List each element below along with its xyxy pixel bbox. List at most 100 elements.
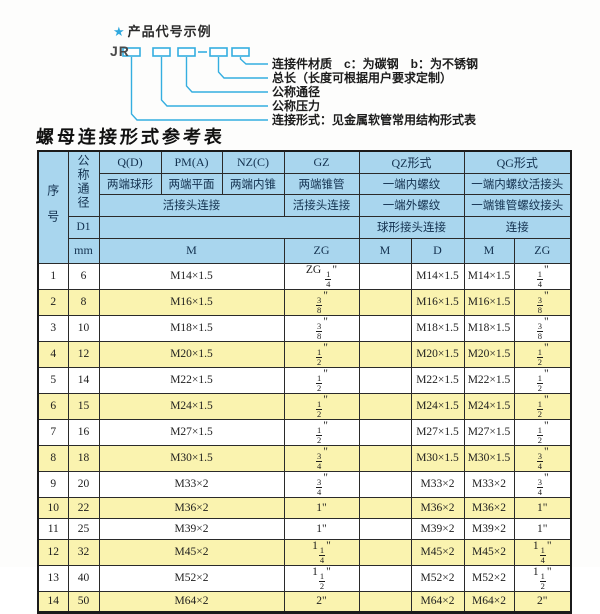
cell-m: M45×2: [98, 538, 285, 566]
header-union-gz: 活接头连接: [283, 193, 360, 217]
header-code-gz: GZ: [283, 150, 360, 174]
cell-qg-zg: 1 2 ": [513, 366, 572, 394]
cell-zg: ZG 1 4 ": [283, 262, 360, 290]
cell-qg-zg: 3 8 ": [513, 314, 572, 342]
cell-dn: 6: [67, 262, 100, 290]
cell-qz-m: [358, 517, 412, 540]
table-row: 6 15 M24×1.5 1 2 " M24×1.5 M24×1.5 1 2 ": [37, 392, 572, 420]
header-seq: 序号: [37, 150, 69, 264]
cell-zg: 1 2 ": [283, 392, 360, 420]
table-row: 7 16 M27×1.5 1 2 " M27×1.5 M27×1.5 1 2 ": [37, 418, 572, 446]
cell-qz-d: M14×1.5: [410, 262, 465, 290]
cell-seq: 5: [37, 366, 69, 394]
diagram-title-text: 产品代号示例: [127, 24, 212, 39]
cell-qg-m: M36×2: [463, 496, 515, 519]
cell-qg-m: M30×1.5: [463, 444, 515, 472]
cell-seq: 4: [37, 340, 69, 368]
cell-zg: 3 4 ": [283, 444, 360, 472]
table-row: 5 14 M22×1.5 1 2 " M22×1.5 M22×1.5 1 2 ": [37, 366, 572, 394]
label-material: 连接件材质 c：为碳钢 b：为不锈钢: [272, 57, 479, 71]
cell-zg: 3 8 ": [283, 288, 360, 316]
cell-seq: 12: [37, 538, 69, 566]
nut-connection-table: 序号 公称通径 Q(D) PM(A) NZ(C) GZ QZ形式 QG形式 两端…: [37, 150, 572, 614]
cell-qz-m: [358, 590, 412, 613]
cell-m: M39×2: [98, 517, 285, 540]
cell-qz-m: [358, 444, 412, 472]
code-box-2: [152, 47, 171, 57]
table-body: 1 6 M14×1.5 ZG 1 4 " M14×1.5 M14×1.5 1 4 " 2 8 M16×1.…: [37, 262, 572, 613]
cell-dn: 14: [67, 366, 100, 394]
cell-qg-zg: 1 2 ": [513, 340, 572, 368]
cell-qz-d: M16×1.5: [410, 288, 465, 316]
header-ext-thread-qz: 一端外螺纹: [358, 193, 465, 217]
table-row: 3 10 M18×1.5 3 8 " M18×1.5 M18×1.5 3 8 ": [37, 314, 572, 342]
cell-qz-d: M64×2: [410, 590, 465, 613]
cell-m: M24×1.5: [98, 392, 285, 420]
cell-dn: 22: [67, 496, 100, 519]
cell-seq: 3: [37, 314, 69, 342]
cell-qg-m: M52×2: [463, 564, 515, 592]
cell-qg-zg: 1 4 ": [513, 262, 572, 290]
cell-qg-m: M39×2: [463, 517, 515, 540]
cell-qz-d: M24×1.5: [410, 392, 465, 420]
cell-qz-m: [358, 314, 412, 342]
table-row: 13 40 M52×2 1 1 2 " M52×2 M52×2 1 1 2 ": [37, 564, 572, 592]
header-code-qg: QG形式: [463, 150, 572, 174]
cell-zg: 1": [283, 517, 360, 540]
cell-seq: 13: [37, 564, 69, 592]
cell-zg: 1 2 ": [283, 418, 360, 446]
header-unit-m: M: [98, 237, 285, 264]
cell-qg-m: M16×1.5: [463, 288, 515, 316]
cell-qz-m: [358, 366, 412, 394]
cell-qg-zg: 1 1 4 ": [513, 538, 572, 566]
cell-seq: 14: [37, 590, 69, 613]
table-row: 11 25 M39×2 1" M39×2 M39×2 1": [37, 517, 572, 540]
header-desc-nzc: 两端内锥: [221, 172, 285, 195]
header-ball-joint-qz: 球形接头连接: [358, 215, 465, 239]
cell-dn: 32: [67, 538, 100, 566]
cell-qg-zg: 2": [513, 590, 572, 613]
header-desc-qz: 一端内螺纹: [358, 172, 465, 195]
cell-zg: 1 2 ": [283, 340, 360, 368]
cell-qg-m: M64×2: [463, 590, 515, 613]
callout-line-length: [217, 57, 268, 79]
diagram-title: ★ 产品代号示例: [113, 21, 212, 40]
cell-qz-d: M30×1.5: [410, 444, 465, 472]
cell-m: M22×1.5: [98, 366, 285, 394]
cell-qz-m: [358, 392, 412, 420]
cell-qg-zg: 3 4 ": [513, 470, 572, 498]
cell-dn: 18: [67, 444, 100, 472]
header-dn: 公称通径: [67, 150, 100, 217]
callout-line-pn: [160, 57, 268, 107]
table-row: 8 18 M30×1.5 3 4 " M30×1.5 M30×1.5 3 4 ": [37, 444, 572, 472]
cell-qz-m: [358, 262, 412, 290]
cell-qg-zg: 1 1 2 ": [513, 564, 572, 592]
cell-zg: 1": [283, 496, 360, 519]
cell-seq: 10: [37, 496, 69, 519]
cell-qg-m: M27×1.5: [463, 418, 515, 446]
cell-m: M27×1.5: [98, 418, 285, 446]
header-desc-qg: 一端内螺纹活接头: [463, 172, 572, 195]
cell-qg-zg: 1": [513, 517, 572, 540]
cell-m: M36×2: [98, 496, 285, 519]
cell-seq: 9: [37, 470, 69, 498]
cell-qg-m: M33×2: [463, 470, 515, 498]
header-code-qd: Q(D): [98, 150, 162, 174]
header-taper-thread-qg: 一端锥管螺纹接头: [463, 193, 572, 217]
cell-seq: 1: [37, 262, 69, 290]
code-prefix: JR: [110, 43, 130, 59]
cell-m: M52×2: [98, 564, 285, 592]
table-row: 4 12 M20×1.5 1 2 " M20×1.5 M20×1.5 1 2 ": [37, 340, 572, 368]
label-length: 总长（长度可根据用户要求定制）: [272, 71, 453, 85]
